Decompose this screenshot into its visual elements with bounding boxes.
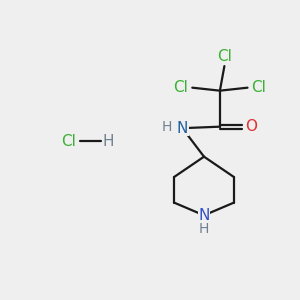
Text: Cl: Cl bbox=[217, 49, 232, 64]
Text: N: N bbox=[177, 121, 188, 136]
Text: H: H bbox=[102, 134, 114, 148]
Text: H: H bbox=[199, 222, 209, 236]
Text: H: H bbox=[162, 120, 172, 134]
Text: Cl: Cl bbox=[251, 80, 266, 95]
Text: Cl: Cl bbox=[173, 80, 188, 95]
Text: O: O bbox=[245, 119, 257, 134]
Text: Cl: Cl bbox=[61, 134, 76, 148]
Text: N: N bbox=[198, 208, 210, 223]
